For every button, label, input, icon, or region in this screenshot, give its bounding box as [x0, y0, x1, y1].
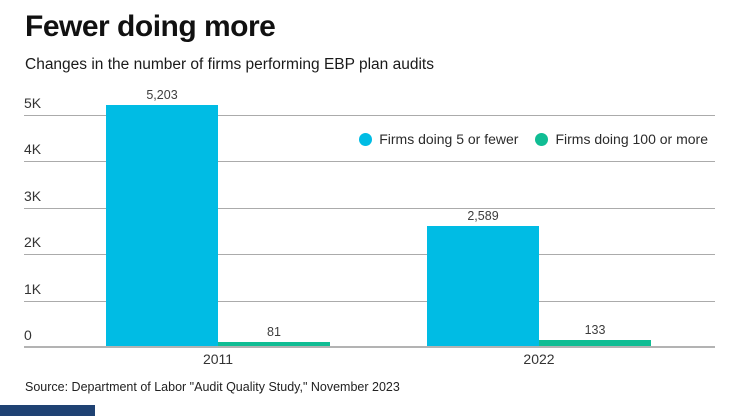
bar-value-label: 81 — [267, 325, 281, 339]
chart-subtitle: Changes in the number of firms performin… — [25, 56, 434, 73]
bar-value-label: 5,203 — [146, 88, 178, 102]
y-axis-tick-label: 2K — [24, 234, 42, 250]
y-axis-tick-label: 5K — [24, 95, 42, 111]
bar — [218, 342, 330, 346]
gridline — [24, 346, 715, 348]
y-axis-tick-label: 3K — [24, 188, 42, 204]
gridline — [24, 115, 715, 116]
y-axis-tick-label: 4K — [24, 141, 42, 157]
x-axis-label: 2011 — [202, 351, 234, 367]
bar — [106, 105, 218, 346]
legend-label: Firms doing 100 or more — [555, 131, 708, 147]
x-axis-label: 2022 — [523, 351, 555, 367]
legend-dot-icon — [535, 132, 549, 146]
bar — [427, 226, 539, 346]
legend-item: Firms doing 100 or more — [535, 131, 708, 147]
bar-value-label: 2,589 — [467, 209, 499, 223]
page-title: Fewer doing more — [25, 10, 276, 43]
y-axis-tick-label: 1K — [24, 281, 42, 297]
legend-item: Firms doing 5 or fewer — [359, 131, 518, 147]
source-note: Source: Department of Labor "Audit Quali… — [25, 380, 400, 394]
bar-value-label: 133 — [584, 323, 606, 337]
bar — [539, 340, 651, 346]
gridline — [24, 301, 715, 302]
y-axis-tick-label: 0 — [24, 327, 32, 343]
legend-label: Firms doing 5 or fewer — [379, 131, 519, 147]
brand-bar — [0, 405, 95, 416]
gridline — [24, 208, 715, 209]
gridline — [24, 254, 715, 255]
gridline — [24, 161, 715, 162]
legend-dot-icon — [359, 132, 373, 146]
chart-legend: Firms doing 5 or fewer Firms doing 100 or… — [359, 131, 708, 147]
